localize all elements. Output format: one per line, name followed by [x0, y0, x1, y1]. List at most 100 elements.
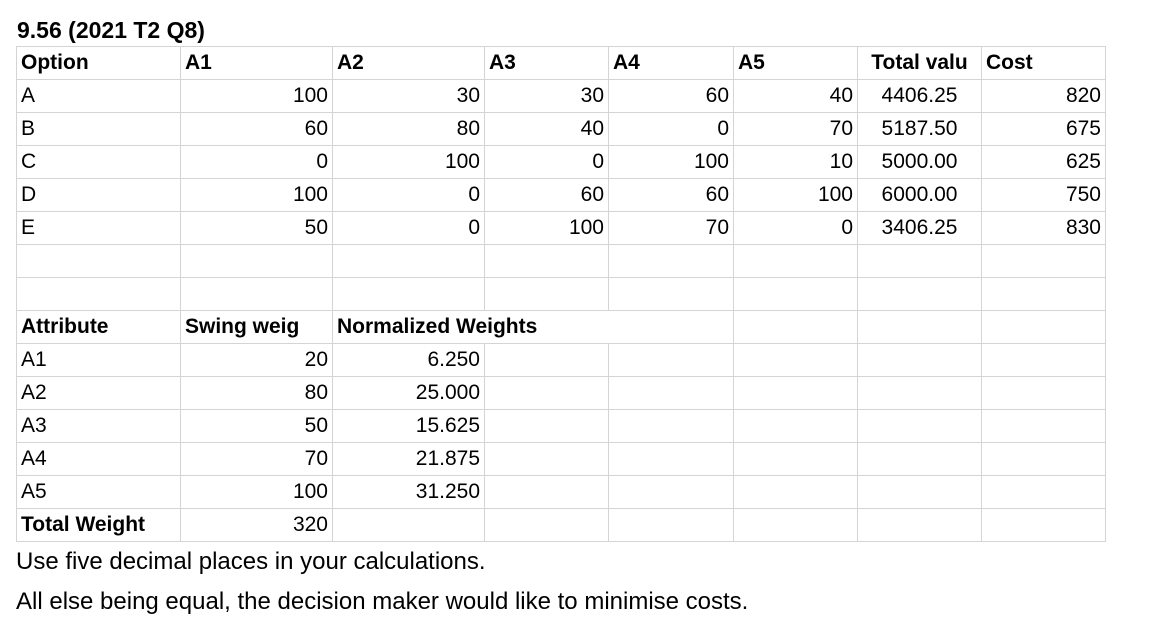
header-cost[interactable]: Cost [981, 46, 1106, 80]
a4-cell[interactable]: 60 [608, 178, 734, 212]
empty-cell[interactable] [484, 343, 609, 377]
empty-cell[interactable] [981, 376, 1106, 410]
empty-cell[interactable] [733, 442, 858, 476]
swing-weight-cell[interactable]: 100 [180, 475, 333, 509]
swing-weight-cell[interactable]: 70 [180, 442, 333, 476]
total-weight-value[interactable]: 320 [180, 508, 333, 542]
empty-cell[interactable] [981, 310, 1106, 344]
swing-weight-cell[interactable]: 20 [180, 343, 333, 377]
a1-cell[interactable]: 0 [180, 145, 333, 179]
empty-cell[interactable] [733, 475, 858, 509]
header-a2[interactable]: A2 [332, 46, 485, 80]
empty-cell[interactable] [332, 277, 485, 311]
empty-cell[interactable] [733, 277, 858, 311]
header-a5[interactable]: A5 [733, 46, 858, 80]
total-value-cell[interactable]: 6000.00 [857, 178, 982, 212]
normalized-weight-cell[interactable]: 21.875 [332, 442, 485, 476]
a4-cell[interactable]: 60 [608, 79, 734, 113]
empty-cell[interactable] [180, 277, 333, 311]
a3-cell[interactable]: 100 [484, 211, 609, 245]
empty-cell[interactable] [733, 310, 858, 344]
a5-cell[interactable]: 40 [733, 79, 858, 113]
option-cell[interactable]: D [16, 178, 181, 212]
empty-cell[interactable] [332, 508, 485, 542]
total-value-cell[interactable]: 4406.25 [857, 79, 982, 113]
a1-cell[interactable]: 100 [180, 79, 333, 113]
empty-cell[interactable] [857, 475, 982, 509]
empty-cell[interactable] [981, 277, 1106, 311]
empty-cell[interactable] [857, 409, 982, 443]
a4-cell[interactable]: 100 [608, 145, 734, 179]
empty-cell[interactable] [608, 277, 734, 311]
empty-cell[interactable] [857, 376, 982, 410]
a4-cell[interactable]: 70 [608, 211, 734, 245]
empty-cell[interactable] [857, 343, 982, 377]
swing-weight-cell[interactable]: 80 [180, 376, 333, 410]
total-value-cell[interactable]: 3406.25 [857, 211, 982, 245]
empty-cell[interactable] [608, 409, 734, 443]
option-cell[interactable]: E [16, 211, 181, 245]
empty-cell[interactable] [608, 442, 734, 476]
attribute-cell[interactable]: A3 [16, 409, 181, 443]
attribute-cell[interactable]: A4 [16, 442, 181, 476]
empty-cell[interactable] [608, 508, 734, 542]
option-cell[interactable]: B [16, 112, 181, 146]
header-normalized-weights[interactable]: Normalized Weights [332, 310, 609, 344]
empty-cell[interactable] [608, 244, 734, 278]
a3-cell[interactable]: 40 [484, 112, 609, 146]
a5-cell[interactable]: 70 [733, 112, 858, 146]
attribute-cell[interactable]: A1 [16, 343, 181, 377]
a2-cell[interactable]: 30 [332, 79, 485, 113]
empty-cell[interactable] [484, 244, 609, 278]
header-a4[interactable]: A4 [608, 46, 734, 80]
a2-cell[interactable]: 0 [332, 178, 485, 212]
header-swing-weight[interactable]: Swing weig [180, 310, 333, 344]
a2-cell[interactable]: 0 [332, 211, 485, 245]
empty-cell[interactable] [608, 343, 734, 377]
empty-cell[interactable] [484, 409, 609, 443]
cost-cell[interactable]: 675 [981, 112, 1106, 146]
normalized-weight-cell[interactable]: 25.000 [332, 376, 485, 410]
a1-cell[interactable]: 60 [180, 112, 333, 146]
empty-cell[interactable] [16, 244, 181, 278]
empty-cell[interactable] [857, 244, 982, 278]
cost-cell[interactable]: 750 [981, 178, 1106, 212]
a5-cell[interactable]: 0 [733, 211, 858, 245]
empty-cell[interactable] [16, 277, 181, 311]
total-value-cell[interactable]: 5000.00 [857, 145, 982, 179]
cost-cell[interactable]: 820 [981, 79, 1106, 113]
swing-weight-cell[interactable]: 50 [180, 409, 333, 443]
a2-cell[interactable]: 80 [332, 112, 485, 146]
cost-cell[interactable]: 625 [981, 145, 1106, 179]
empty-cell[interactable] [484, 376, 609, 410]
empty-cell[interactable] [733, 409, 858, 443]
empty-cell[interactable] [981, 409, 1106, 443]
empty-cell[interactable] [733, 376, 858, 410]
empty-cell[interactable] [484, 475, 609, 509]
empty-cell[interactable] [857, 277, 982, 311]
empty-cell[interactable] [981, 475, 1106, 509]
empty-cell[interactable] [180, 244, 333, 278]
empty-cell[interactable] [733, 508, 858, 542]
a5-cell[interactable]: 100 [733, 178, 858, 212]
total-weight-label[interactable]: Total Weight [16, 508, 181, 542]
a4-cell[interactable]: 0 [608, 112, 734, 146]
header-total-value[interactable]: Total valu [857, 46, 982, 80]
empty-cell[interactable] [608, 310, 734, 344]
empty-cell[interactable] [981, 508, 1106, 542]
empty-cell[interactable] [981, 442, 1106, 476]
empty-cell[interactable] [981, 343, 1106, 377]
normalized-weight-cell[interactable]: 31.250 [332, 475, 485, 509]
empty-cell[interactable] [608, 376, 734, 410]
total-value-cell[interactable]: 5187.50 [857, 112, 982, 146]
a3-cell[interactable]: 0 [484, 145, 609, 179]
option-cell[interactable]: C [16, 145, 181, 179]
header-option[interactable]: Option [16, 46, 181, 80]
cost-cell[interactable]: 830 [981, 211, 1106, 245]
header-attribute[interactable]: Attribute [16, 310, 181, 344]
empty-cell[interactable] [857, 442, 982, 476]
a3-cell[interactable]: 30 [484, 79, 609, 113]
normalized-weight-cell[interactable]: 6.250 [332, 343, 485, 377]
attribute-cell[interactable]: A2 [16, 376, 181, 410]
header-a3[interactable]: A3 [484, 46, 609, 80]
